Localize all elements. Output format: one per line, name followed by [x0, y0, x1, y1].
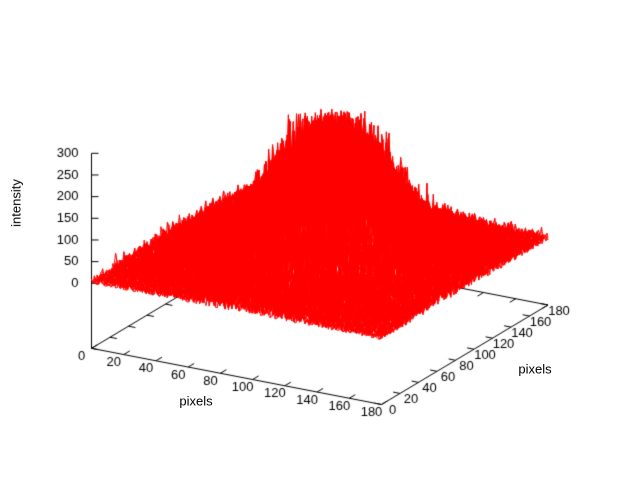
z-axis-title: intensity — [8, 179, 24, 227]
y-axis-title: pixels — [518, 361, 552, 377]
x-axis-title: pixels — [179, 393, 213, 409]
